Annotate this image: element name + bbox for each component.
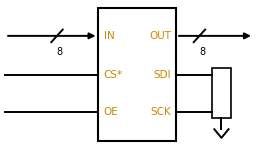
Text: SCK: SCK [150,107,171,117]
Text: OE: OE [104,107,118,117]
Text: SDI: SDI [153,70,171,80]
Text: OUT: OUT [149,31,171,41]
Bar [98,8,176,141]
Text: IN: IN [104,31,114,41]
Text: 8: 8 [199,47,205,57]
Text: 8: 8 [56,47,63,57]
Text: CS*: CS* [104,70,123,80]
Bar [212,68,231,118]
